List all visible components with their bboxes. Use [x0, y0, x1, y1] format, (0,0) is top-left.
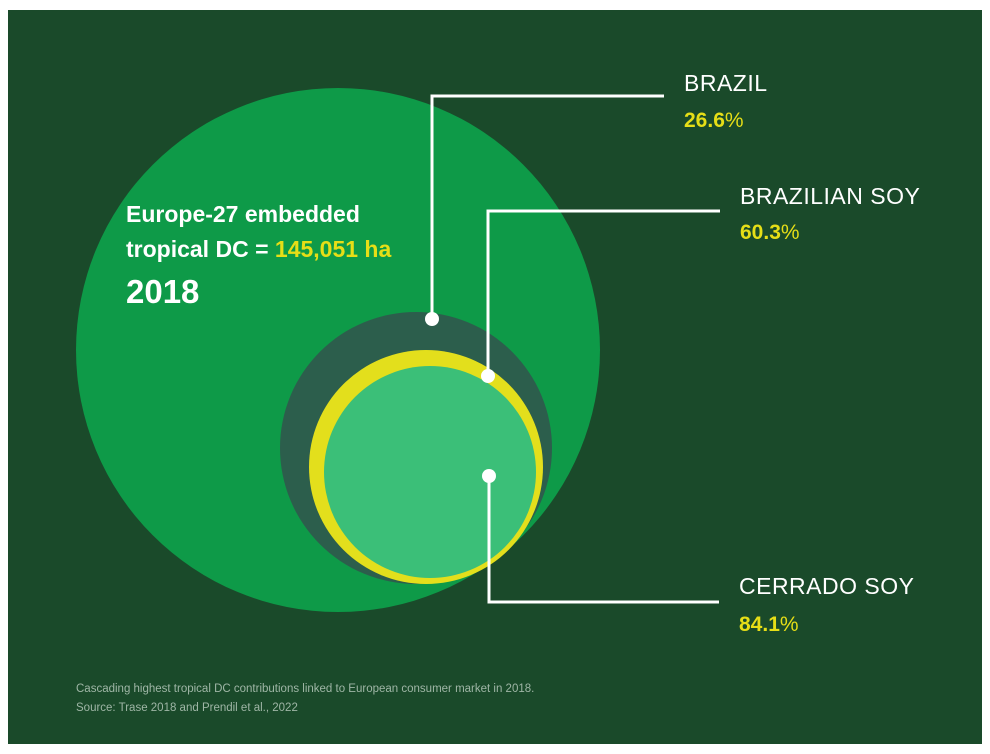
caption-source: Source: Trase 2018 and Prendil et al., 2…: [76, 702, 298, 714]
cerrado-soy-percent-unit: %: [779, 613, 799, 636]
intro-line-2: tropical DC = 145,051 ha: [126, 236, 391, 263]
nested-circles-diagram: [76, 88, 720, 612]
intro-prefix: tropical DC =: [126, 236, 269, 262]
brazil-percent: 26.6%: [684, 109, 744, 133]
brazilian-soy-label: BRAZILIAN SOY: [740, 183, 921, 209]
brazilian-soy-percent-value: 60.3: [740, 221, 781, 244]
cerrado-soy-percent: 84.1%: [739, 613, 799, 637]
cerrado-soy-percent-value: 84.1: [739, 613, 780, 636]
infographic-panel: Europe-27 embedded tropical DC = 145,051…: [8, 10, 982, 744]
cerrado-soy-label: CERRADO SOY: [739, 573, 915, 599]
cerrado-soy-connector-line: [487, 476, 719, 604]
brazil-percent-unit: %: [724, 109, 744, 132]
intro-year: 2018: [126, 273, 200, 310]
brazil-label: BRAZIL: [684, 70, 768, 96]
intro-line-1: Europe-27 embedded: [126, 201, 360, 227]
brazilian-soy-connector-line: [486, 209, 720, 376]
brazilian-soy-percent-unit: %: [780, 221, 800, 244]
brazilian-soy-marker-dot: [481, 369, 495, 383]
brazilian-soy-percent: 60.3%: [740, 221, 800, 245]
caption: Cascading highest tropical DC contributi…: [76, 680, 534, 718]
intro-total-value: 145,051 ha: [274, 236, 392, 262]
brazil-marker-dot: [425, 312, 439, 326]
cerrado-soy-marker-dot: [482, 469, 496, 483]
cerrado-soy-circle: [324, 366, 536, 578]
brazil-connector-line: [430, 94, 664, 319]
caption-line-1: Cascading highest tropical DC contributi…: [76, 683, 535, 695]
brazil-percent-value: 26.6: [684, 109, 725, 132]
